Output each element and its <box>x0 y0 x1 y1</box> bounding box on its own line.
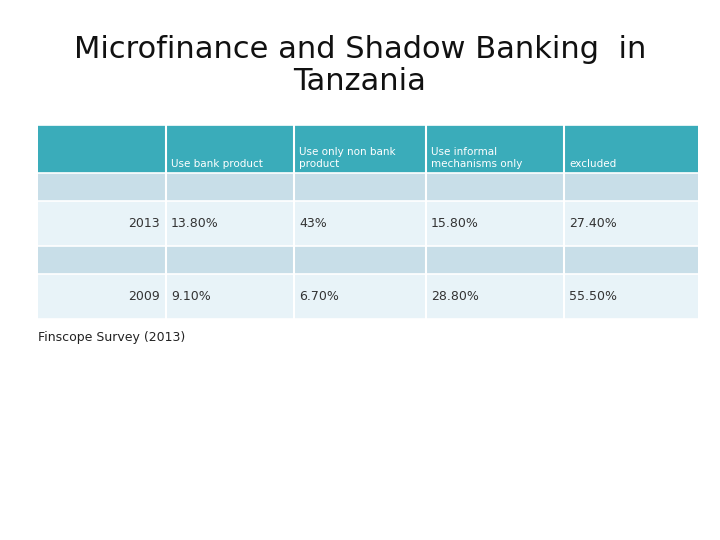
Text: Use only non bank
product: Use only non bank product <box>299 147 395 169</box>
Text: 43%: 43% <box>299 217 327 230</box>
Text: Finscope Survey (2013): Finscope Survey (2013) <box>38 331 185 344</box>
Text: 2009: 2009 <box>128 290 160 303</box>
Text: 2013: 2013 <box>128 217 160 230</box>
Bar <box>38 201 698 246</box>
Bar <box>38 125 698 173</box>
Bar <box>38 274 698 319</box>
Text: 55.50%: 55.50% <box>569 290 617 303</box>
Text: excluded: excluded <box>569 159 616 169</box>
Text: 9.10%: 9.10% <box>171 290 211 303</box>
Text: Tanzania: Tanzania <box>294 68 426 97</box>
Bar <box>38 246 698 274</box>
Text: 6.70%: 6.70% <box>299 290 339 303</box>
Text: Use bank product: Use bank product <box>171 159 263 169</box>
Bar <box>38 173 698 201</box>
Text: Microfinance and Shadow Banking  in: Microfinance and Shadow Banking in <box>74 36 646 64</box>
Text: 27.40%: 27.40% <box>569 217 617 230</box>
Text: 28.80%: 28.80% <box>431 290 479 303</box>
Text: 15.80%: 15.80% <box>431 217 479 230</box>
Text: Use informal
mechanisms only: Use informal mechanisms only <box>431 147 523 169</box>
Text: 13.80%: 13.80% <box>171 217 219 230</box>
